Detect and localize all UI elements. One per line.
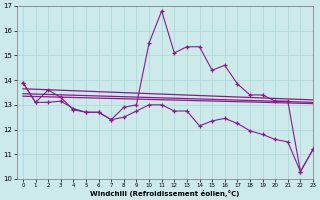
X-axis label: Windchill (Refroidissement éolien,°C): Windchill (Refroidissement éolien,°C) bbox=[90, 190, 240, 197]
